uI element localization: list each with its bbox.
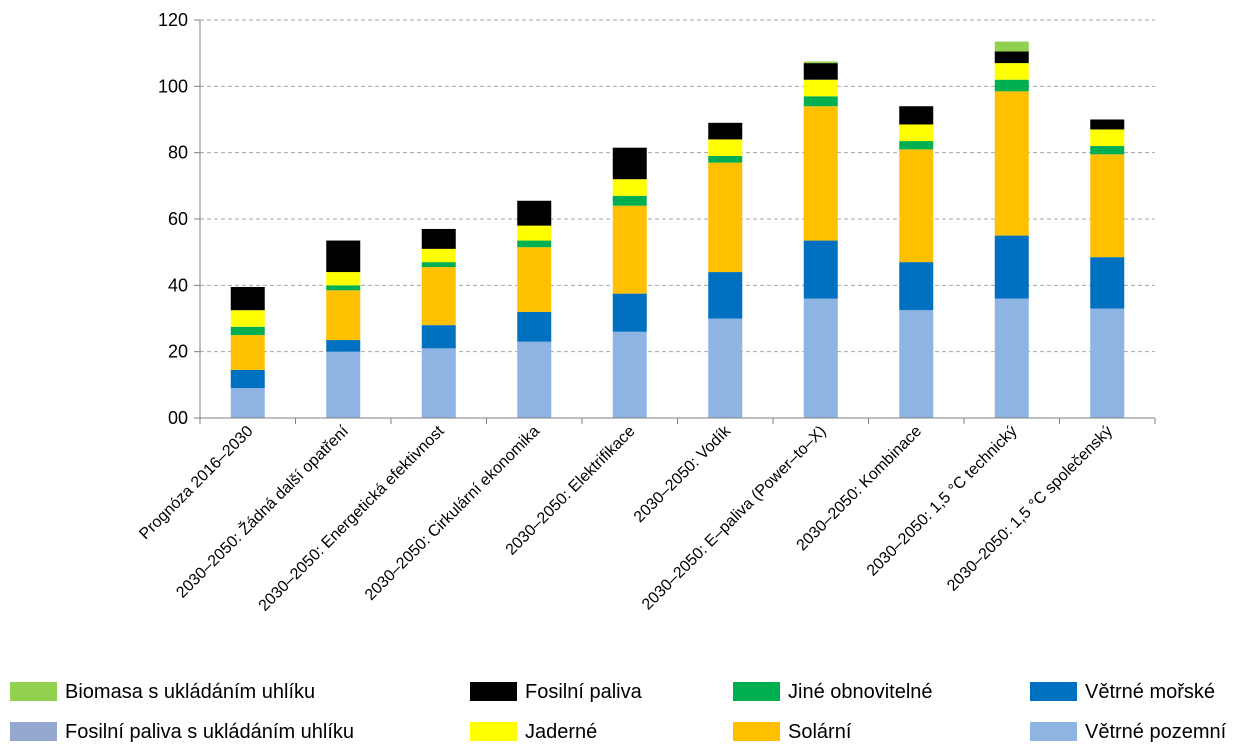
legend-swatch-vetrne-pozemni xyxy=(1030,722,1077,741)
bar-segment-jaderne xyxy=(326,272,361,286)
bar-segment-solarni xyxy=(612,205,647,294)
y-tick-label: 20 xyxy=(168,342,188,362)
legend-label-solarni: Solární xyxy=(788,721,852,743)
bar-segment-jaderne xyxy=(994,63,1029,80)
legend-swatch-jaderne xyxy=(470,722,517,741)
legend: Biomasa s ukládáním uhlíku Fosilní paliva… xyxy=(10,681,1227,743)
bar-segment-fosilni-paliva xyxy=(994,51,1029,64)
x-tick-label: 2030–2050: Vodík xyxy=(631,422,735,526)
bar-segment-vetrne-morske xyxy=(1090,257,1125,309)
bar-segment-fosilni-paliva xyxy=(899,106,934,125)
bar-segment-solarni xyxy=(326,290,361,341)
x-tick-label: 2030–2050: E–paliva (Power–to–X) xyxy=(639,423,830,614)
bar-segment-biomasa-s-ukladanim-uhliku xyxy=(994,41,1029,52)
legend-swatch-vetrne-morske xyxy=(1030,682,1077,701)
bar-segment-vetrne-morske xyxy=(994,235,1029,299)
bar-segment-solarni xyxy=(994,91,1029,236)
bar-segment-vetrne-pozemni xyxy=(899,310,934,418)
legend-swatch-fosilni-paliva xyxy=(470,682,517,701)
legend-label-jine-obnovitelne: Jiné obnovitelné xyxy=(788,681,933,703)
legend-swatch-jine-obnovitelne xyxy=(733,682,780,701)
bar-segment-solarni xyxy=(421,267,456,326)
bar-segment-fosilni-paliva xyxy=(612,147,647,180)
bar-segment-vetrne-pozemni xyxy=(517,341,552,418)
bar-segment-vetrne-pozemni xyxy=(421,348,456,418)
bars xyxy=(230,41,1125,418)
bar-segment-jaderne xyxy=(421,248,456,263)
bar-segment-jine-obnovitelne xyxy=(708,155,743,163)
legend-swatch-biomasa-s-ukladanim-uhliku xyxy=(10,682,57,701)
legend-swatch-solarni xyxy=(733,722,780,741)
bar-segment-solarni xyxy=(517,247,552,312)
bar-segment-jaderne xyxy=(708,139,743,156)
bar-segment-biomasa-s-ukladanim-uhliku xyxy=(803,61,838,64)
bar-segment-jaderne xyxy=(230,310,265,327)
bar-segment-fosilni-paliva xyxy=(517,200,552,226)
bar-segment-solarni xyxy=(803,106,838,241)
bar-segment-vetrne-morske xyxy=(517,311,552,342)
bar-segment-jaderne xyxy=(517,225,552,241)
legend-label-fosilni-paliva-s-ukladanim-uhliku: Fosilní paliva s ukládáním uhlíku xyxy=(65,721,354,743)
bar-segment-jine-obnovitelne xyxy=(326,285,361,291)
bar-segment-jine-obnovitelne xyxy=(230,326,265,336)
bar-segment-vetrne-morske xyxy=(612,293,647,332)
bar-segment-solarni xyxy=(899,149,934,263)
bar-segment-fosilni-paliva xyxy=(803,63,838,80)
x-tick-label: 2030–2050: Žádná další opatření xyxy=(172,421,353,602)
bar-segment-vetrne-pozemni xyxy=(803,298,838,418)
y-tick-label: 00 xyxy=(168,408,188,428)
bar-segment-solarni xyxy=(1090,154,1125,258)
bar-segment-vetrne-morske xyxy=(230,369,265,389)
bar-segment-jine-obnovitelne xyxy=(1090,146,1125,155)
x-tick-label: 2030–2050: 1,5 °C společenský xyxy=(944,423,1116,595)
bar-segment-fosilni-paliva xyxy=(421,228,456,249)
bar-segment-vetrne-pozemni xyxy=(994,298,1029,418)
bar-segment-jine-obnovitelne xyxy=(612,195,647,206)
bar-segment-vetrne-morske xyxy=(708,272,743,319)
y-tick-label: 40 xyxy=(168,275,188,295)
legend-swatch-fosilni-paliva-s-ukladanim-uhliku xyxy=(10,722,57,741)
legend-label-biomasa-s-ukladanim-uhliku: Biomasa s ukládáním uhlíku xyxy=(65,681,315,703)
bar-segment-vetrne-pozemni xyxy=(1090,308,1125,418)
bar-segment-jaderne xyxy=(1090,129,1125,147)
x-tick-label: 2030–2050: Energetická efektivnost xyxy=(256,422,448,614)
bar-segment-vetrne-pozemni xyxy=(612,331,647,418)
y-tick-label: 100 xyxy=(158,76,188,96)
gridlines xyxy=(200,19,1155,353)
bar-segment-jaderne xyxy=(899,124,934,142)
bar-segment-fosilni-paliva xyxy=(708,122,743,140)
x-tick-label: 2030–2050: Cirkulární ekonomika xyxy=(362,423,543,604)
y-tick-label: 120 xyxy=(158,10,188,30)
y-tick-label: 60 xyxy=(168,209,188,229)
bar-segment-vetrne-morske xyxy=(899,262,934,311)
bar-segment-jine-obnovitelne xyxy=(803,96,838,107)
bar-segment-jine-obnovitelne xyxy=(517,240,552,248)
bar-segment-jine-obnovitelne xyxy=(994,79,1029,92)
bar-segment-fosilni-paliva xyxy=(1090,119,1125,130)
bar-segment-vetrne-morske xyxy=(803,240,838,299)
x-tick-label: 2030–2050: 1,5 °C technický xyxy=(864,423,1021,580)
bar-segment-vetrne-pozemni xyxy=(230,388,265,418)
bar-segment-vetrne-morske xyxy=(326,340,361,352)
bar-segment-solarni xyxy=(708,162,743,273)
bar-segment-jaderne xyxy=(803,79,838,97)
bar-segment-fosilni-paliva xyxy=(230,286,265,311)
bar-segment-jine-obnovitelne xyxy=(421,262,456,268)
legend-label-vetrne-pozemni: Větrné pozemní xyxy=(1085,721,1227,743)
legend-label-vetrne-morske: Větrné mořské xyxy=(1085,681,1215,703)
legend-label-jaderne: Jaderné xyxy=(525,721,597,743)
bar-segment-vetrne-pozemni xyxy=(708,318,743,418)
bar-segment-vetrne-pozemni xyxy=(326,351,361,418)
bar-segment-vetrne-morske xyxy=(421,325,456,349)
bar-segment-jaderne xyxy=(612,179,647,196)
bar-segment-jine-obnovitelne xyxy=(899,141,934,150)
bar-segment-solarni xyxy=(230,335,265,370)
bar-segment-fosilni-paliva xyxy=(326,240,361,273)
legend-label-fosilni-paliva: Fosilní paliva xyxy=(525,681,643,703)
y-tick-label: 80 xyxy=(168,143,188,163)
